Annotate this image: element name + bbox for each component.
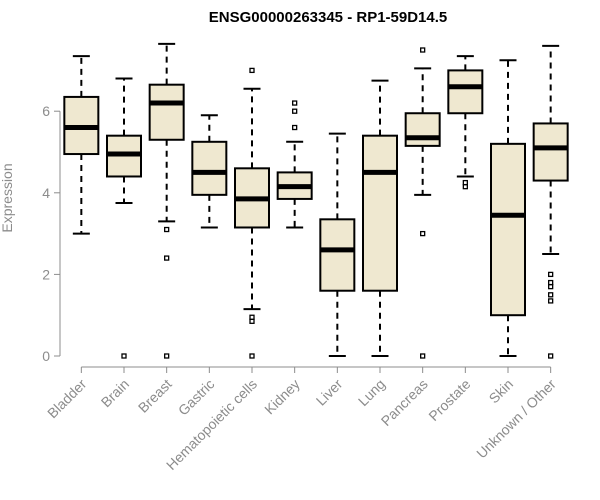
- box-prostate: [447, 55, 484, 190]
- iqr-box: [148, 83, 185, 141]
- y-axis-label: Expression: [0, 163, 15, 232]
- outlier-point: [548, 298, 554, 304]
- x-tick-label: Brain: [98, 376, 132, 410]
- iqr-box: [532, 122, 569, 182]
- box-unknown-other: [532, 44, 569, 359]
- y-axis: 0 2 4 6: [42, 103, 61, 364]
- x-tick-label: Skin: [486, 376, 517, 407]
- y-tick-label: 6: [42, 103, 50, 119]
- box-breast: [148, 42, 185, 359]
- box-brain: [106, 77, 142, 359]
- x-tick-label: Bladder: [44, 376, 90, 422]
- outlier-point: [420, 230, 426, 237]
- box-bladder: [63, 55, 100, 235]
- outlier-point: [292, 124, 298, 131]
- y-tick-label: 0: [42, 348, 50, 364]
- x-tick-label: Pancreas: [378, 376, 431, 429]
- outlier-point: [462, 179, 468, 186]
- outlier-point: [164, 255, 170, 261]
- outlier-point: [548, 292, 554, 298]
- outlier-point: [292, 100, 298, 106]
- iqr-box: [447, 69, 484, 115]
- iqr-box: [319, 218, 356, 292]
- outlier-point: [292, 108, 298, 114]
- box-skin: [490, 59, 526, 357]
- outlier-point: [249, 318, 255, 324]
- x-tick-label: Lung: [355, 376, 388, 409]
- iqr-box: [490, 142, 526, 317]
- y-tick-label: 4: [42, 185, 50, 201]
- outlier-point: [121, 353, 127, 359]
- y-tick-label: 2: [42, 266, 50, 282]
- outlier-point: [548, 279, 554, 286]
- x-tick-label: Kidney: [261, 376, 303, 418]
- x-tick-label: Prostate: [425, 376, 473, 424]
- outlier-point: [249, 353, 255, 359]
- outlier-point: [420, 47, 426, 53]
- box-kidney: [276, 100, 313, 229]
- outlier-point: [164, 353, 170, 359]
- outlier-point: [164, 226, 170, 233]
- box-pancreas: [404, 47, 441, 359]
- chart-title: ENSG00000263345 - RP1-59D14.5: [209, 9, 448, 26]
- outlier-point: [462, 184, 468, 190]
- box-hematopoietic-cells: [234, 67, 270, 359]
- x-tick-label: Liver: [313, 376, 346, 409]
- box-liver: [319, 132, 356, 357]
- outlier-point: [420, 353, 426, 359]
- iqr-box: [362, 134, 398, 292]
- outlier-point: [249, 67, 255, 74]
- boxes-group: [63, 42, 569, 359]
- box-lung: [362, 79, 398, 357]
- outlier-point: [548, 283, 554, 290]
- x-tick-label: Unknown / Other: [473, 376, 559, 462]
- outlier-point: [548, 353, 554, 359]
- box-gastric: [191, 114, 228, 229]
- iqr-box: [191, 140, 228, 196]
- x-tick-label: Gastric: [175, 376, 218, 419]
- outlier-point: [548, 271, 554, 278]
- iqr-box: [404, 112, 441, 147]
- x-tick-label: Breast: [135, 376, 175, 416]
- outlier-point: [249, 314, 255, 320]
